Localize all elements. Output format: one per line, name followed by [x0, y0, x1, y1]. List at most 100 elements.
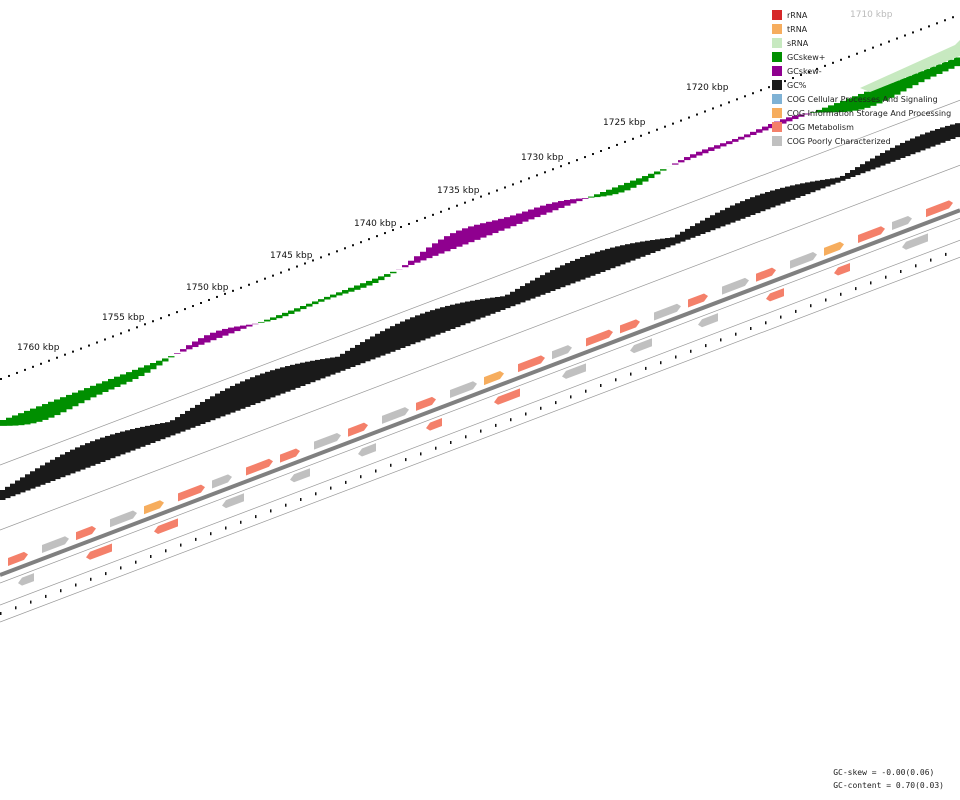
outer-tick — [280, 271, 282, 274]
gc-content-bar — [810, 181, 816, 193]
gc-skew-neg-bar — [744, 134, 751, 138]
gene-arrow-forward — [790, 252, 817, 269]
inner-tick — [525, 412, 527, 416]
gene-arrow-reverse — [290, 468, 310, 483]
outer-tick — [400, 226, 402, 228]
gc-content-bar — [85, 443, 91, 468]
gc-skew-neg-bar — [432, 243, 439, 256]
gc-content-bar — [430, 310, 436, 337]
gc-skew-pos-bar — [372, 278, 379, 283]
gc-skew-pos-bar — [36, 406, 43, 422]
inner-tick — [825, 298, 827, 302]
gc-skew-neg-bar — [528, 209, 535, 220]
gc-content-bar — [415, 315, 421, 343]
outer-tick — [128, 329, 130, 332]
gc-content-bar — [820, 179, 826, 189]
outer-tick — [472, 198, 474, 201]
gc-skew-pos-bar — [120, 374, 127, 385]
gene-arrow-forward — [314, 432, 341, 450]
gc-skew-pos-bar — [66, 394, 73, 410]
inner-tick — [465, 435, 467, 439]
outer-tick — [600, 150, 602, 152]
inner-tick — [180, 543, 182, 547]
outer-tick — [256, 280, 258, 283]
inner-tick — [90, 577, 92, 581]
gc-content-bar — [740, 201, 746, 219]
inner-tick — [135, 560, 137, 564]
gc-skew-neg-bar — [804, 113, 811, 115]
gc-content-bar — [5, 486, 11, 499]
inner-tick — [345, 480, 347, 484]
legend-label-gcskew-pos: GCskew+ — [787, 52, 826, 62]
gc-skew-pos-bar — [348, 287, 355, 292]
gc-content-bar — [225, 388, 231, 415]
outer-tick — [456, 204, 458, 207]
gc-skew-neg-bar — [504, 217, 511, 229]
inner-tick — [120, 566, 122, 570]
outer-tick — [816, 67, 818, 70]
gc-content-bar — [480, 299, 486, 318]
gc-content-bar — [220, 390, 226, 417]
outer-tick — [688, 116, 690, 119]
gc-content-bar — [715, 212, 721, 229]
gc-skew-neg-bar — [570, 199, 577, 204]
gc-content-bar — [305, 361, 311, 385]
gc-content-bar — [735, 203, 741, 221]
outer-tick — [112, 335, 114, 338]
gc-content-bar — [100, 437, 106, 462]
outer-tick — [184, 308, 186, 311]
gc-skew-neg-bar — [492, 220, 499, 234]
gc-skew-neg-bar — [780, 119, 787, 124]
outer-tick — [528, 177, 530, 180]
inner-tick — [870, 281, 872, 285]
gc-content-bar — [115, 432, 121, 457]
guide-line — [0, 217, 960, 584]
gc-content-bar — [530, 280, 536, 299]
gc-content-bar — [270, 370, 276, 398]
inner-tick — [705, 344, 707, 348]
outer-tick — [888, 40, 890, 43]
outer-tick — [928, 25, 930, 28]
outer-tick — [0, 378, 2, 380]
inner-tick — [570, 395, 572, 399]
gc-content-bar — [450, 304, 456, 329]
outer-tick — [336, 250, 338, 253]
gc-skew-pos-bar — [618, 185, 625, 193]
gc-content-bar — [230, 385, 236, 413]
outer-tick — [912, 31, 914, 34]
gc-content-bar — [725, 207, 731, 225]
guide-line — [0, 239, 960, 606]
gc-skew-pos-bar — [642, 176, 649, 182]
outer-tick — [16, 371, 18, 374]
gc-skew-pos-bar — [834, 103, 841, 113]
outer-tick — [416, 219, 418, 222]
outer-tick — [560, 165, 562, 168]
gc-skew-neg-bar — [522, 211, 529, 222]
outer-tick — [664, 125, 666, 128]
inner-tick — [240, 520, 242, 524]
gc-skew-neg-bar — [414, 256, 421, 263]
legend-label-gc-percent: GC% — [787, 80, 807, 90]
gc-skew-neg-bar — [438, 239, 445, 254]
gene-arrow-forward — [76, 526, 96, 541]
gc-skew-pos-bar — [156, 360, 163, 366]
kbp-label-1725: 1725 kbp — [603, 118, 646, 128]
gc-content-bar — [155, 423, 161, 442]
gc-skew-pos-bar — [660, 169, 667, 171]
outer-tick — [632, 137, 634, 140]
outer-tick — [40, 362, 42, 365]
gc-content-bar — [700, 220, 706, 234]
gc-skew-pos-bar — [6, 417, 13, 426]
outer-tick — [824, 64, 826, 67]
gc-skew-pos-bar — [648, 173, 655, 179]
outer-tick — [168, 314, 170, 317]
gc-skew-neg-bar — [798, 114, 805, 117]
gc-content-bar — [610, 247, 616, 269]
gc-skew-neg-bar — [222, 328, 229, 336]
gc-content-bar — [320, 359, 326, 379]
gc-skew-pos-bar — [336, 292, 343, 296]
legend-label-cog-info: COG Information Storage And Processing — [787, 108, 952, 118]
gc-skew-pos-bar — [102, 381, 109, 393]
kbp-label-1720: 1720 kbp — [686, 83, 729, 93]
gc-content-bar — [900, 142, 906, 158]
